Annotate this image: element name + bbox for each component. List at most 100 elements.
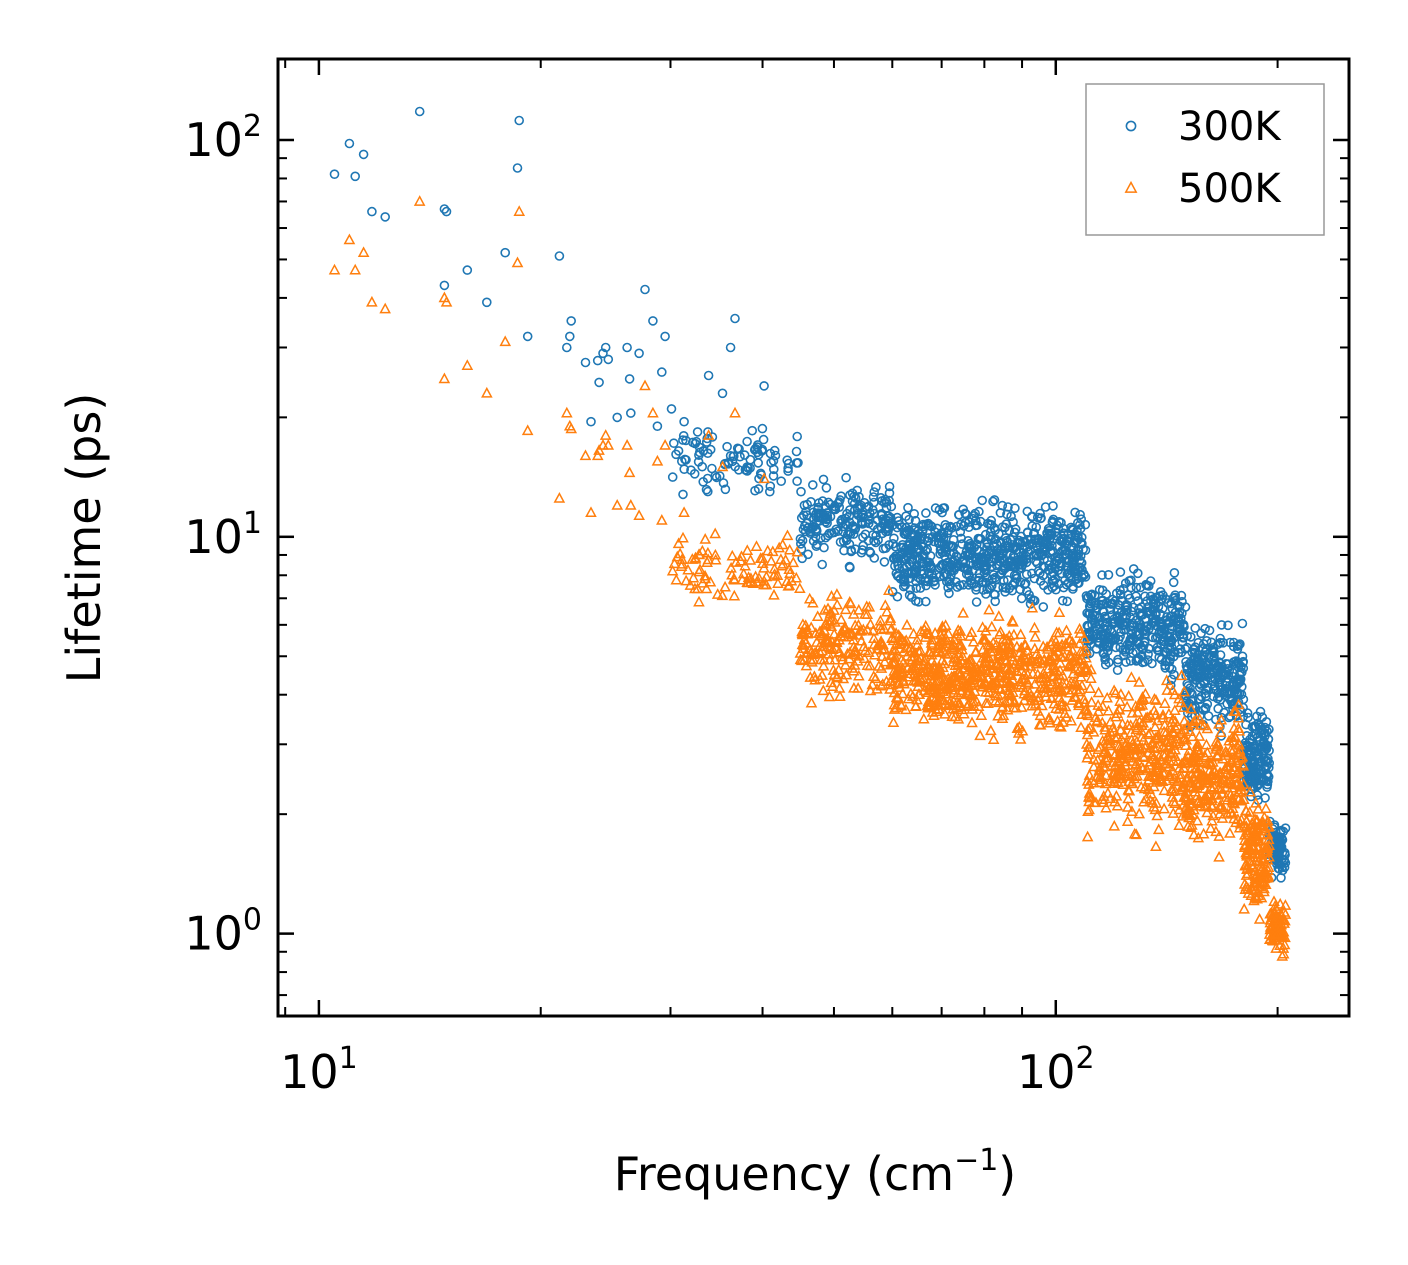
data-point xyxy=(693,595,705,607)
data-point xyxy=(1053,719,1066,731)
data-point xyxy=(996,688,1008,699)
data-point xyxy=(965,575,976,586)
data-point xyxy=(1243,765,1253,776)
data-point xyxy=(1279,908,1292,919)
data-point xyxy=(822,510,833,521)
data-point xyxy=(1082,748,1095,759)
data-point xyxy=(984,519,995,530)
data-point xyxy=(913,552,924,563)
data-point xyxy=(966,716,978,728)
data-point xyxy=(1045,635,1058,647)
data-point xyxy=(897,522,907,532)
data-point xyxy=(1210,825,1222,837)
data-point xyxy=(1094,773,1107,784)
data-point xyxy=(951,653,963,664)
data-point xyxy=(742,462,752,472)
data-point xyxy=(1148,693,1161,704)
data-point xyxy=(871,482,881,493)
data-point xyxy=(1179,739,1192,750)
data-point xyxy=(670,573,683,585)
data-point xyxy=(1204,822,1217,833)
tick-label-exp: 1 xyxy=(243,506,262,541)
data-point xyxy=(932,666,944,678)
data-point xyxy=(764,486,775,497)
data-point xyxy=(1091,714,1104,726)
data-point xyxy=(968,685,981,696)
data-point xyxy=(1277,947,1290,959)
data-point xyxy=(860,600,873,612)
data-point xyxy=(930,580,940,590)
data-point xyxy=(1221,777,1234,788)
data-point xyxy=(1246,847,1259,859)
data-point xyxy=(1192,779,1205,790)
data-point xyxy=(1178,619,1189,630)
data-point xyxy=(1223,734,1235,746)
data-point xyxy=(1101,730,1114,742)
data-point xyxy=(749,570,762,582)
data-point xyxy=(1158,629,1169,640)
data-point xyxy=(1200,623,1210,634)
data-point xyxy=(984,583,995,594)
data-point xyxy=(1160,663,1171,673)
data-point xyxy=(1174,768,1187,779)
data-point xyxy=(1123,770,1135,781)
data-point xyxy=(1076,558,1086,568)
data-point xyxy=(891,677,904,688)
data-point xyxy=(1065,533,1075,544)
data-point xyxy=(1166,791,1179,802)
data-point xyxy=(1243,740,1253,751)
data-point xyxy=(1086,613,1097,624)
data-point xyxy=(329,169,340,179)
data-point xyxy=(1090,796,1102,808)
data-point xyxy=(599,429,612,440)
data-point xyxy=(1124,719,1137,731)
data-point xyxy=(783,563,796,575)
data-point xyxy=(1080,545,1091,556)
data-point xyxy=(917,658,930,669)
data-point xyxy=(1195,678,1205,689)
data-point xyxy=(1226,807,1239,819)
data-point xyxy=(1240,814,1253,826)
data-point xyxy=(1235,813,1248,825)
data-point xyxy=(717,388,728,399)
data-point xyxy=(912,645,925,657)
data-point xyxy=(823,653,836,665)
data-point xyxy=(625,408,636,418)
data-point xyxy=(792,476,802,487)
data-point xyxy=(1152,729,1165,740)
data-point xyxy=(1268,895,1280,907)
data-point xyxy=(1060,624,1073,636)
data-point xyxy=(561,342,572,353)
data-point xyxy=(1087,619,1097,630)
data-point xyxy=(1162,612,1172,622)
data-point xyxy=(782,579,795,591)
data-point xyxy=(1108,684,1120,696)
data-point xyxy=(603,354,614,365)
data-point xyxy=(1165,716,1178,728)
data-point xyxy=(918,541,929,552)
data-point xyxy=(988,677,1000,689)
data-point xyxy=(1048,661,1060,672)
tick-label-base: 10 xyxy=(184,113,243,167)
data-point xyxy=(1034,718,1047,730)
data-point xyxy=(1113,748,1126,760)
data-point xyxy=(566,316,577,326)
data-point xyxy=(824,614,836,626)
data-point xyxy=(960,517,971,528)
data-point xyxy=(1226,802,1239,814)
data-point xyxy=(982,542,992,553)
data-point xyxy=(803,549,813,560)
data-point xyxy=(1116,595,1127,606)
data-point xyxy=(704,575,717,587)
data-point xyxy=(1201,635,1212,646)
data-point xyxy=(1198,792,1210,804)
data-point xyxy=(1160,656,1171,667)
data-point xyxy=(794,647,807,658)
data-point xyxy=(996,640,1008,651)
data-point xyxy=(894,698,907,710)
data-point xyxy=(1252,824,1264,836)
data-point xyxy=(1228,705,1240,716)
data-point xyxy=(579,449,592,461)
data-point xyxy=(838,620,851,632)
data-point xyxy=(967,565,978,576)
